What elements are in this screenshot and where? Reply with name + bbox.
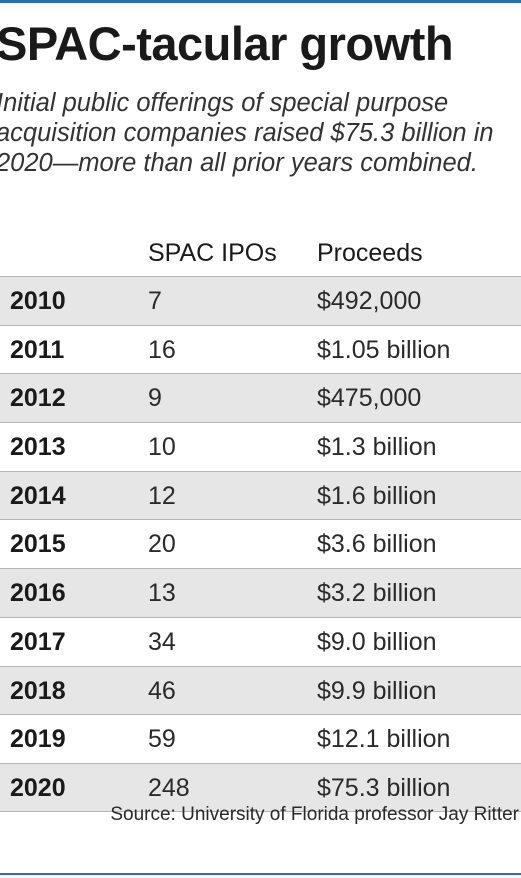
spac-ipos-cell: 9: [148, 384, 162, 413]
table-row: 2011 16 $1.05 billion: [0, 324, 521, 374]
chart-title: SPAC-tacular growth: [0, 17, 454, 70]
table-row: 2017 34 $9.0 billion: [0, 616, 521, 666]
year-cell: 2020: [10, 773, 66, 802]
proceeds-cell: $492,000: [317, 287, 422, 315]
year-cell: 2017: [10, 627, 66, 656]
table-row: 2020 248 $75.3 billion: [0, 762, 521, 812]
table-row: 2013 10 $1.3 billion: [0, 422, 521, 471]
year-cell: 2015: [10, 530, 66, 559]
proceeds-cell: $3.6 billion: [317, 530, 437, 559]
proceeds-cell: $1.3 billion: [317, 433, 437, 462]
spac-ipos-cell: 59: [148, 725, 176, 754]
year-cell: 2019: [10, 725, 66, 754]
spac-ipos-cell: 16: [148, 335, 176, 364]
chart-subtitle: Initial public offerings of special purp…: [0, 89, 494, 177]
year-cell: 2012: [10, 384, 66, 413]
table-row: 2014 12 $1.6 billion: [0, 470, 521, 520]
proceeds-cell: $75.3 billion: [317, 773, 451, 802]
proceeds-cell: $9.9 billion: [317, 676, 437, 705]
column-header-spac-ipos: SPAC IPOs: [148, 239, 277, 267]
spac-ipos-cell: 20: [148, 530, 176, 559]
table-row: 2012 9 $475,000: [0, 373, 521, 423]
table-header-row: SPAC IPOs Proceeds: [0, 230, 521, 276]
source-note: Source: University of Florida professor …: [110, 804, 519, 825]
table-row: 2016 13 $3.2 billion: [0, 568, 521, 617]
spac-ipos-cell: 248: [148, 773, 190, 802]
proceeds-cell: $12.1 billion: [317, 725, 451, 754]
table-body: 2010 7 $492,000 2011 16 $1.05 billion 2012 9 $47…: [0, 276, 521, 812]
table-row: 2015 20 $3.6 billion: [0, 519, 521, 568]
year-cell: 2011: [10, 335, 65, 364]
table-row: 2018 46 $9.9 billion: [0, 665, 521, 715]
year-cell: 2016: [10, 579, 66, 608]
year-cell: 2014: [10, 481, 66, 510]
proceeds-cell: $1.05 billion: [317, 335, 451, 364]
table-row: 2010 7 $492,000: [0, 276, 521, 325]
spac-ipos-cell: 46: [148, 676, 176, 705]
column-header-proceeds: Proceeds: [317, 239, 423, 267]
spac-ipos-cell: 10: [148, 433, 176, 462]
spac-ipos-cell: 7: [148, 287, 162, 315]
top-rule: [0, 0, 521, 3]
table-row: 2019 59 $12.1 billion: [0, 714, 521, 763]
spac-ipos-cell: 12: [148, 481, 176, 510]
year-cell: 2018: [10, 676, 66, 705]
proceeds-cell: $1.6 billion: [317, 481, 437, 510]
year-cell: 2010: [10, 287, 66, 315]
bottom-rule: [0, 873, 521, 875]
spac-ipos-cell: 13: [148, 579, 176, 608]
year-cell: 2013: [10, 433, 66, 462]
proceeds-cell: $3.2 billion: [317, 579, 437, 608]
spac-ipos-cell: 34: [148, 627, 176, 656]
proceeds-cell: $475,000: [317, 384, 422, 413]
proceeds-cell: $9.0 billion: [317, 627, 437, 656]
data-table: SPAC IPOs Proceeds 2010 7 $492,000 2011 16 $1…: [0, 230, 521, 812]
